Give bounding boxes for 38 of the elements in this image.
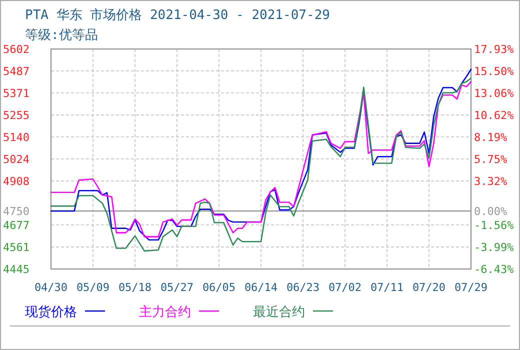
x-tick-label: 07/20 [412,281,446,294]
y2-tick-label: 8.19% [474,130,508,144]
y-tick-label: 5371 [3,86,30,100]
y-tick-label: 4750 [3,205,30,218]
y-tick-label: 4677 [3,218,30,232]
y2-tick-label: 5.75% [474,153,508,166]
x-tick-label: 05/18 [118,281,152,294]
x-tick-label: 05/27 [160,281,194,294]
x-tick-label: 04/30 [34,281,68,294]
legend-label: 最近合约 [253,305,305,320]
y-tick-label: 4908 [3,174,30,188]
chart-subtitle: 等级:优等品 [25,28,98,43]
y2-tick-label: 0.00% [474,204,508,218]
y-tick-label: 4445 [3,263,30,276]
y2-tick-label: 10.62% [474,109,514,122]
y-tick-label: 5602 [3,43,30,56]
y2-tick-label: 13.06% [474,86,514,100]
y-tick-label: 5255 [3,108,30,122]
chart-title: PTA 华东 市场价格 2021-04-30 - 2021-07-29 [25,8,330,23]
x-tick-label: 07/11 [370,281,404,294]
x-tick-label: 07/02 [328,281,362,294]
x-tick-label: 06/05 [202,281,236,294]
x-tick-label: 05/09 [76,281,110,294]
legend-label: 现货价格 [25,305,77,320]
y-tick-label: 5487 [3,64,30,78]
legend-label: 主力合约 [139,304,191,320]
y2-tick-label: -6.43% [474,263,514,276]
y-tick-label: 5140 [3,130,30,144]
y2-tick-label: 17.93% [474,43,514,56]
y2-tick-label: -1.56% [474,219,514,232]
y2-tick-label: -3.99% [474,240,514,254]
x-tick-label: 06/14 [244,281,278,294]
y2-tick-label: 3.32% [474,174,508,188]
x-tick-label: 07/29 [454,281,488,294]
y-tick-label: 5024 [3,152,30,166]
y2-tick-label: 15.50% [474,64,514,78]
x-tick-label: 06/23 [286,281,320,294]
y-tick-label: 4561 [3,240,30,254]
